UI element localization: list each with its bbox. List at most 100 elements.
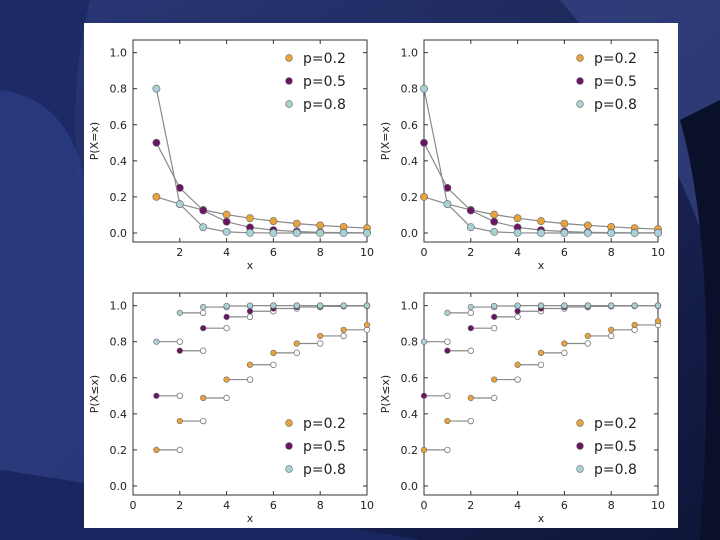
- y-tick-label: 0.6: [110, 372, 128, 385]
- data-point: [561, 302, 568, 309]
- data-point: [317, 332, 324, 340]
- y-axis-label: P(X≤x): [88, 375, 101, 413]
- open-point: [444, 338, 451, 345]
- data-point: [316, 221, 325, 230]
- data-point: [152, 138, 161, 147]
- data-point: [584, 302, 591, 309]
- y-tick-label: 0.8: [110, 83, 128, 96]
- open-point: [467, 417, 474, 425]
- data-point: [246, 214, 254, 223]
- data-point: [513, 214, 522, 223]
- data-point: [420, 138, 428, 147]
- y-axis-label: P(X=x): [379, 122, 392, 160]
- data-point: [560, 219, 569, 228]
- x-tick-label: 2: [176, 246, 183, 259]
- open-point: [514, 313, 521, 321]
- data-point: [537, 217, 545, 225]
- legend-label: p=0.8: [594, 97, 637, 113]
- data-point: [420, 84, 428, 93]
- data-point: [152, 193, 161, 201]
- data-point: [175, 200, 184, 209]
- open-point: [223, 324, 230, 332]
- data-point: [608, 302, 615, 309]
- data-point: [490, 227, 499, 236]
- y-tick-label: 0.0: [401, 227, 419, 240]
- data-point: [269, 229, 278, 237]
- y-tick-label: 0.6: [401, 119, 419, 132]
- x-tick-label: 2: [467, 499, 474, 512]
- data-point: [363, 229, 371, 237]
- open-point: [444, 392, 451, 400]
- series-p=0.5: [152, 138, 371, 237]
- data-point: [363, 321, 371, 329]
- data-point: [176, 417, 183, 425]
- chart-1: 0.0 0.2 0.4 0.6 0.8 1.0 2 4 6 8 10 x P(X=x) p=0.2 p=0.…: [88, 39, 374, 272]
- data-point: [537, 229, 545, 237]
- data-point: [199, 206, 208, 215]
- data-point: [514, 308, 521, 315]
- x-axis-label: x: [538, 512, 545, 525]
- open-point: [199, 347, 207, 354]
- data-point: [270, 349, 277, 356]
- open-point: [467, 309, 474, 317]
- data-point: [270, 302, 277, 309]
- open-point: [317, 340, 324, 347]
- data-point: [583, 229, 592, 237]
- y-tick-label: 0.8: [110, 336, 128, 349]
- data-point: [222, 227, 231, 236]
- y-tick-label: 0.2: [110, 191, 128, 204]
- open-point: [199, 309, 207, 317]
- x-tick-label: 2: [176, 499, 183, 512]
- data-point: [340, 302, 347, 309]
- series-p=0.2: [420, 318, 662, 454]
- data-point: [292, 229, 301, 237]
- x-tick-label: 8: [608, 246, 615, 259]
- open-point: [246, 313, 254, 321]
- data-point: [490, 217, 499, 226]
- plot-frame: [423, 39, 659, 243]
- y-tick-label: 1.0: [401, 47, 419, 60]
- y-tick-label: 0.6: [110, 119, 128, 132]
- y-axis-label: P(X=x): [88, 122, 101, 160]
- chart-4: 0.0 0.2 0.4 0.6 0.8 1.0 0 2 4 6 8 10 x P(X≤x) p=0.2 p=0…: [379, 292, 665, 525]
- data-point: [293, 340, 300, 347]
- open-point: [467, 347, 474, 354]
- legend-label: p=0.5: [594, 74, 637, 90]
- data-point: [491, 313, 498, 320]
- data-point: [514, 302, 521, 309]
- data-point: [654, 302, 662, 309]
- plot-frame: [132, 39, 368, 243]
- x-tick-label: 4: [223, 246, 230, 259]
- legend-marker: [285, 465, 293, 473]
- legend-marker: [576, 465, 584, 473]
- data-point: [537, 302, 545, 309]
- data-point: [246, 228, 254, 237]
- y-tick-label: 1.0: [110, 47, 128, 60]
- open-point: [561, 349, 568, 357]
- x-tick-label: 4: [514, 246, 521, 259]
- open-point: [176, 446, 183, 454]
- data-point: [444, 347, 451, 354]
- legend-label: p=0.2: [594, 51, 637, 67]
- chart-3: 0.0 0.2 0.4 0.6 0.8 1.0 0 2 4 6 8 10 x P(X≤x) p=0.2 p=0…: [88, 292, 374, 525]
- y-tick-label: 0.2: [401, 191, 419, 204]
- y-tick-label: 0.2: [401, 444, 419, 457]
- x-axis-label: x: [247, 259, 254, 272]
- data-point: [246, 308, 254, 315]
- x-tick-label: 8: [317, 499, 324, 512]
- legend-marker: [576, 419, 584, 427]
- x-tick-label: 10: [360, 246, 374, 259]
- data-point: [443, 200, 452, 209]
- data-point: [246, 361, 254, 368]
- data-point: [339, 229, 348, 237]
- legend-label: p=0.8: [594, 462, 637, 478]
- data-point: [514, 361, 521, 368]
- background-swirl-edge: [680, 100, 720, 540]
- data-point: [608, 326, 615, 333]
- legend-label: p=0.5: [303, 439, 346, 455]
- x-tick-label: 8: [317, 246, 324, 259]
- x-tick-label: 10: [651, 246, 665, 259]
- x-tick-label: 6: [561, 499, 568, 512]
- open-point: [491, 324, 498, 332]
- plot-frame: [132, 292, 368, 496]
